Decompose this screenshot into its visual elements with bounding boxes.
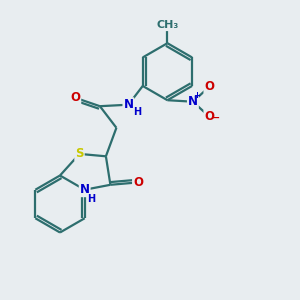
Text: CH₃: CH₃: [156, 20, 178, 30]
Text: N: N: [188, 95, 198, 108]
Text: O: O: [70, 91, 80, 104]
Text: N: N: [80, 183, 90, 196]
Text: H: H: [87, 194, 95, 204]
Text: N: N: [123, 98, 134, 111]
Text: O: O: [204, 80, 214, 93]
Text: O: O: [204, 110, 214, 123]
Text: S: S: [75, 147, 84, 161]
Text: −: −: [212, 113, 220, 123]
Text: O: O: [133, 176, 143, 189]
Text: +: +: [193, 91, 200, 100]
Text: H: H: [133, 107, 141, 117]
